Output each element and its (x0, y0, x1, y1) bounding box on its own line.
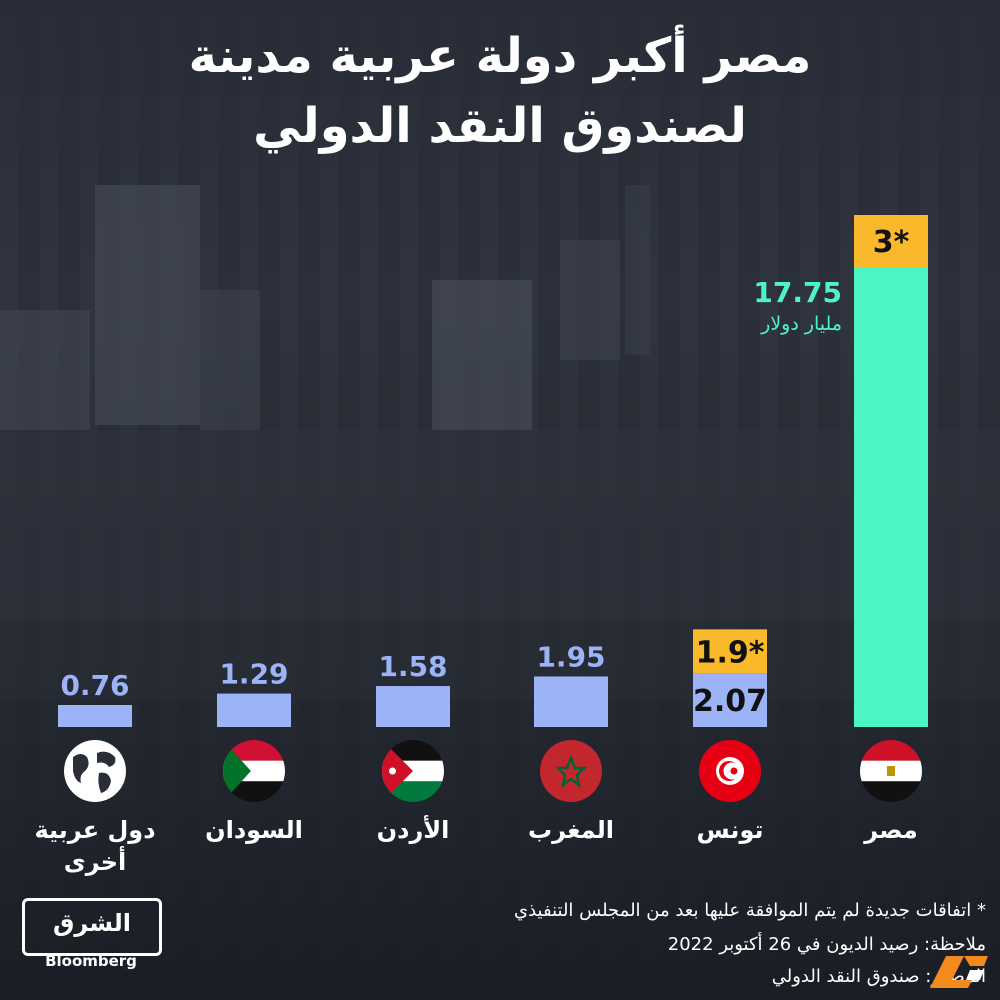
corner-brand-icon (930, 956, 988, 988)
bar-5 (854, 267, 928, 727)
category-label-5: مصر (863, 816, 917, 844)
category-label-0: دول عربية (34, 816, 155, 844)
unit-label: مليار دولار (760, 313, 842, 335)
city-skyline-background (0, 185, 1000, 700)
new-agreement-label-5: 3* (873, 225, 910, 260)
new-agreement-label-4: 1.9* (696, 635, 765, 670)
chart-title-line-1: مصر أكبر دولة عربية مدينة (188, 28, 812, 84)
value-label-5: 17.75 (753, 276, 842, 309)
logo-partner: Bloomberg (45, 952, 137, 970)
sudan-flag-icon (223, 740, 285, 802)
jordan-flag-icon (382, 740, 444, 802)
note-date: ملاحظة: رصيد الديون في 26 أكتوبر 2022 (667, 934, 986, 955)
value-label-3: 1.95 (536, 640, 605, 673)
category-label-2: الأردن (377, 815, 450, 844)
new-agreement-bar-5 (854, 215, 928, 267)
note-asterisk: * اتفاقات جديدة لم يتم الموافقة عليها بع… (514, 900, 986, 921)
category-label-1: السودان (205, 816, 303, 844)
new-agreement-bar-4 (693, 629, 767, 674)
tunisia-flag-icon (699, 740, 761, 802)
asharq-bloomberg-logo: الشرق Bloomberg (22, 898, 162, 976)
bar-1 (217, 693, 291, 727)
note-source: المصدر: صندوق النقد الدولي (771, 966, 986, 987)
value-label-1: 1.29 (219, 658, 288, 691)
bar-3 (534, 676, 608, 727)
globe-icon (64, 740, 126, 802)
bar-0 (58, 705, 132, 727)
category-label-3: المغرب (528, 816, 614, 844)
logo-name: الشرق (22, 898, 162, 956)
egypt-flag-icon (860, 740, 922, 802)
value-label-0: 0.76 (60, 669, 129, 702)
value-label-2: 1.58 (378, 650, 447, 683)
bar-2 (376, 686, 450, 727)
category-label-0-line2: أخرى (64, 846, 126, 876)
chart-title-line-2: لصندوق النقد الدولي (253, 98, 747, 154)
bar-4 (693, 673, 767, 727)
value-label-4: 2.07 (693, 684, 767, 719)
morocco-flag-icon (540, 740, 602, 802)
category-label-4: تونس (697, 816, 764, 844)
